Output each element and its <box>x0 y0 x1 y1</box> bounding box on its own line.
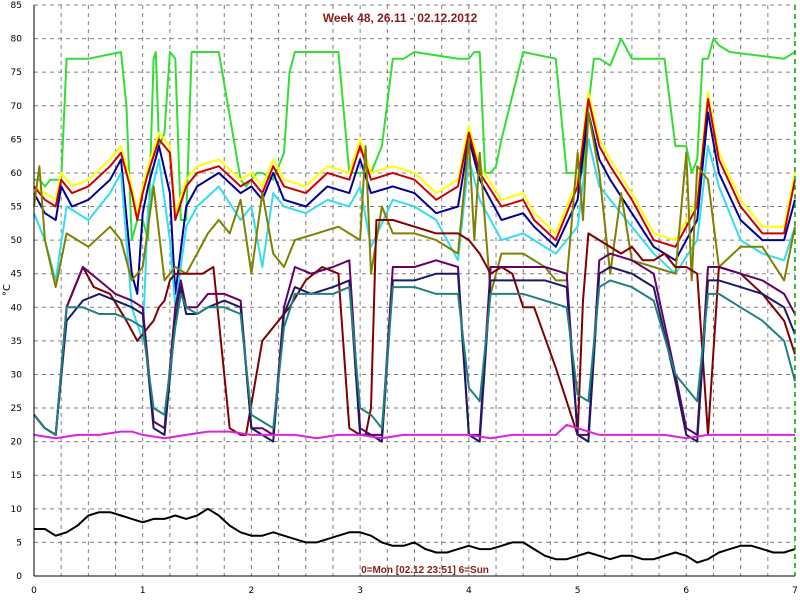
x-tick-label: 2 <box>249 586 255 596</box>
y-tick-label: 40 <box>11 303 23 313</box>
series-line-4 <box>33 111 796 295</box>
series-line-10 <box>33 279 796 436</box>
x-tick-label: 0 <box>31 586 37 596</box>
y-tick-label: 30 <box>11 370 23 380</box>
series-group <box>33 37 796 564</box>
y-tick-label: 45 <box>11 270 22 280</box>
chart-title: Week 48, 26.11 - 02.12.2012 <box>323 11 478 25</box>
x-tick-label: 1 <box>140 586 146 596</box>
x-tick-label: 3 <box>357 586 363 596</box>
y-tick-label: 75 <box>11 68 22 78</box>
y-tick-label: 50 <box>11 236 23 246</box>
y-tick-label: 70 <box>11 102 23 112</box>
x-tick-label: 6 <box>683 586 689 596</box>
y-tick-label: 20 <box>11 438 23 448</box>
y-tick-label: 55 <box>11 203 22 213</box>
y-tick-label: 80 <box>11 35 23 45</box>
series-line-6 <box>33 111 796 295</box>
series-line-12 <box>34 507 796 564</box>
x-tick-label: 7 <box>792 586 798 596</box>
series-line-2 <box>33 91 796 242</box>
y-tick-label: 0 <box>16 572 22 582</box>
chart-footer: 0=Mon [02.12 23:51] 6=Sun <box>361 565 489 576</box>
series-line-1 <box>34 37 796 242</box>
y-tick-label: 60 <box>11 169 23 179</box>
x-tick-label: 5 <box>575 586 581 596</box>
grid <box>34 4 795 576</box>
y-tick-label: 85 <box>11 1 22 11</box>
y-tick-label: 25 <box>11 404 22 414</box>
y-tick-label: 15 <box>11 471 22 481</box>
series-line-11 <box>33 423 795 440</box>
y-tick-label: 5 <box>16 538 22 548</box>
y-tick-label: 35 <box>11 337 22 347</box>
y-tick-label: 65 <box>11 135 22 145</box>
y-tick-label: 10 <box>11 505 23 515</box>
x-tick-label: 4 <box>466 586 472 596</box>
series-line-3 <box>33 98 796 248</box>
series-line-9 <box>33 266 796 443</box>
y-axis-label: °C <box>2 284 13 296</box>
